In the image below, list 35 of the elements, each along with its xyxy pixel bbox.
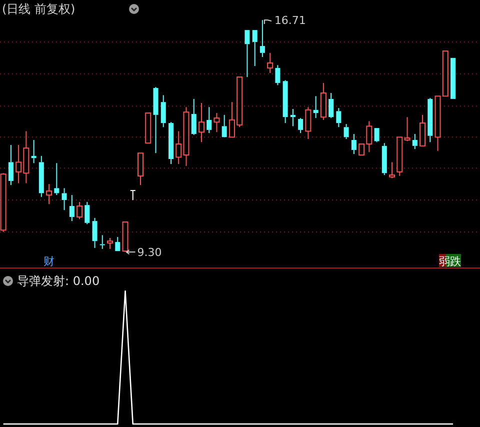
- candlestick: [62, 188, 67, 211]
- candlestick: [290, 108, 296, 127]
- candlestick: [320, 82, 326, 120]
- annotation: 16.71: [274, 14, 306, 28]
- candlestick: [313, 96, 318, 119]
- candlestick: [282, 80, 288, 124]
- candlestick: [351, 134, 356, 155]
- candlestick: [328, 92, 334, 119]
- candlestick: [336, 108, 342, 128]
- candlestick: [8, 144, 14, 186]
- candlestick: [153, 86, 158, 154]
- candlestick: [198, 102, 204, 143]
- candlestick: [92, 217, 98, 248]
- candlestick: [46, 184, 52, 205]
- candlestick: [54, 162, 60, 196]
- candlestick: [168, 122, 174, 165]
- candlestick: [412, 134, 418, 150]
- annotation: 财: [44, 255, 55, 268]
- annotation: 9.30: [137, 246, 162, 260]
- candlestick: [267, 52, 274, 74]
- candlestick: [428, 97, 433, 143]
- candlestick: [69, 194, 74, 222]
- candlestick: [38, 155, 44, 198]
- candlestick: [160, 94, 166, 128]
- candlestick: [31, 139, 36, 164]
- chart-title: 导弹发射: 0.00: [17, 274, 100, 288]
- candlestick: [260, 20, 265, 58]
- candlestick: [298, 118, 304, 134]
- candlestick: [382, 142, 387, 176]
- candlestick: [191, 98, 196, 136]
- candlestick: [214, 112, 220, 133]
- candlestick: [305, 106, 312, 140]
- candlestick: [206, 106, 212, 134]
- chart-title: (日线 前复权): [2, 2, 76, 16]
- candlestick: [344, 123, 349, 140]
